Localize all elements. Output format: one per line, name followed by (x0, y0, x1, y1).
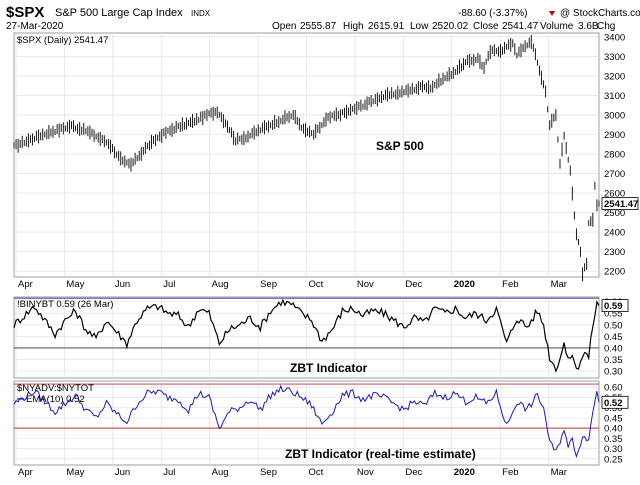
y-tick-label: 0.60 (604, 383, 623, 394)
panel-2 (13, 296, 600, 379)
last-value-box (601, 299, 629, 312)
y-tick-label: 2200 (604, 267, 625, 278)
y-tick-label: 2600 (604, 189, 625, 200)
x-tick-label: Mar (551, 467, 567, 478)
last-value-label: 2541.47 (604, 199, 638, 210)
panel-annotation: S&P 500 (376, 139, 424, 153)
close-caption: Close (473, 21, 499, 32)
x-tick-label: Aug (212, 279, 229, 290)
x-tick-label: Dec (405, 467, 422, 478)
x-tick-label: May (66, 279, 84, 290)
panel-annotation: ZBT Indicator (290, 361, 368, 375)
y-tick-label: 0.45 (604, 413, 623, 424)
last-value-box (601, 395, 629, 409)
x-tick-label: Feb (502, 467, 518, 478)
close-value: 2541.47 (502, 21, 539, 32)
watermark: @ StockCharts.com (560, 8, 640, 19)
open-caption: Open (272, 21, 296, 32)
last-value-label: 0.52 (604, 398, 623, 409)
y-tick-label: 2700 (604, 169, 625, 180)
y-tick-label: 0.25 (604, 454, 623, 465)
y-tick-label: 3100 (604, 91, 625, 102)
x-tick-label: Aug (212, 467, 229, 478)
high-caption: High (343, 21, 364, 32)
zbt-series-line (13, 298, 600, 373)
x-tick-label: Jul (163, 467, 175, 478)
ema-series-line (13, 384, 600, 459)
x-tick-label: Mar (551, 279, 567, 290)
open-value: 2555.87 (300, 21, 337, 32)
volume-caption: Volume (540, 21, 574, 32)
y-tick-label: 0.40 (604, 424, 623, 435)
y-tick-label: 0.40 (604, 343, 623, 354)
low-value: 2520.02 (432, 21, 469, 32)
y-tick-label: 2300 (604, 247, 625, 258)
volume-value: 3.6B (578, 21, 599, 32)
x-tick-label: Feb (502, 279, 518, 290)
legend-label-2: EMA(10) 0.52 (26, 394, 85, 405)
x-tick-label: May (66, 467, 84, 478)
x-tick-label: Nov (357, 467, 374, 478)
y-tick-label: 2400 (604, 228, 625, 239)
panel-annotation: ZBT Indicator (real-time estimate) (285, 447, 476, 461)
y-tick-label: 0.30 (604, 367, 623, 378)
panel-1 (13, 32, 600, 278)
x-tick-label: Apr (18, 279, 33, 290)
legend-label: $SPX (Daily) 2541.47 (17, 35, 108, 46)
legend-label: !BINYBT 0.59 (26 Mar) (17, 299, 113, 310)
chart-header: $SPX S&P 500 Large Cap Index INDX 27-Mar… (6, 4, 640, 32)
y-tick-label: 2900 (604, 130, 625, 141)
y-tick-label: 0.55 (604, 309, 623, 320)
index-name-label: S&P 500 Large Cap Index (55, 7, 183, 19)
y-tick-label: 0.30 (604, 444, 623, 455)
y-tick-label: 3000 (604, 110, 625, 121)
y-tick-label: 2800 (604, 150, 625, 161)
date-label: 27-Mar-2020 (6, 21, 64, 32)
y-tick-label: 0.35 (604, 355, 623, 366)
y-tick-label: 2500 (604, 208, 625, 219)
high-value: 2615.91 (368, 21, 405, 32)
exchange-label: INDX (191, 9, 211, 18)
panel-3 (13, 380, 600, 466)
x-tick-label: Dec (405, 279, 422, 290)
y-tick-label: 0.35 (604, 434, 623, 445)
last-value-label: 0.59 (604, 301, 623, 312)
x-tick-label: Oct (309, 467, 324, 478)
y-tick-label: 0.45 (604, 332, 623, 343)
y-tick-label: 3300 (604, 52, 625, 63)
legend-label: $NYADV:$NYTOT (17, 383, 94, 394)
x-tick-label: Nov (357, 279, 374, 290)
x-tick-label: Apr (18, 467, 33, 478)
chg-value-label: -88.60 (-3.37%) (458, 8, 527, 19)
x-tick-label: Sep (260, 279, 277, 290)
x-tick-label: Jul (163, 279, 175, 290)
low-caption: Low (410, 21, 429, 32)
y-tick-label: 3200 (604, 71, 625, 82)
last-value-box (601, 197, 639, 211)
x-tick-label: Jun (115, 467, 130, 478)
symbol-label: $SPX (6, 4, 44, 21)
x-tick-label: Oct (309, 279, 324, 290)
x-tick-label: Jun (115, 279, 130, 290)
x-tick-label: 2020 (454, 279, 475, 290)
x-tick-label: Sep (260, 467, 277, 478)
y-tick-label: 3400 (604, 32, 625, 43)
x-tick-label: 2020 (454, 467, 475, 478)
chg-caption-label: Chg (597, 21, 615, 32)
down-arrow-icon (549, 11, 555, 16)
y-tick-label: 0.50 (604, 320, 623, 331)
